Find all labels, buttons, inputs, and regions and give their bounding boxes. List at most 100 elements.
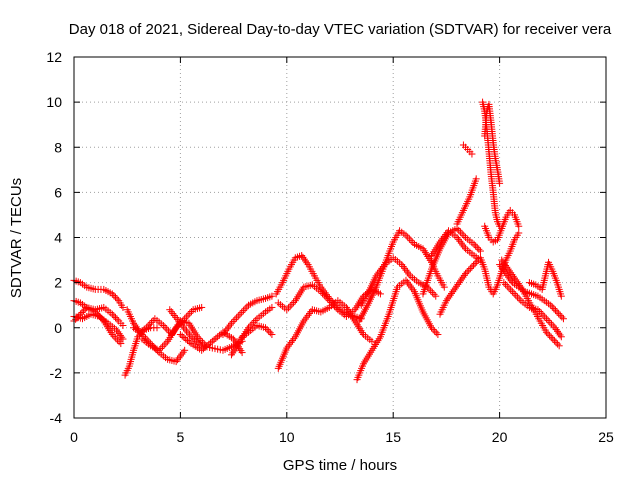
data-point-fill — [472, 242, 480, 250]
data-point-fill — [499, 258, 507, 266]
data-point-fill — [552, 338, 560, 346]
data-point-fill — [161, 323, 169, 331]
data-point-fill — [329, 300, 337, 308]
data-point-fill — [513, 293, 521, 301]
chart-title: Day 018 of 2021, Sidereal Day-to-day VTE… — [69, 21, 612, 38]
data-point-fill — [548, 320, 556, 328]
data-point — [117, 340, 125, 348]
data-point-fill — [512, 276, 520, 284]
data-point — [172, 324, 180, 332]
data-point-fill — [147, 318, 155, 326]
data-point-fill — [558, 313, 566, 321]
data-point-fill — [456, 277, 464, 285]
data-point-fill — [189, 334, 197, 342]
data-point-fill — [238, 308, 246, 316]
data-point — [227, 319, 235, 327]
data-point-fill — [201, 343, 209, 351]
data-point-fill — [407, 237, 415, 245]
data-point — [428, 324, 436, 332]
data-point — [455, 279, 463, 287]
data-point-fill — [405, 235, 413, 243]
x-tick-label: 0 — [70, 429, 78, 445]
data-point — [468, 263, 476, 271]
data-point — [547, 301, 555, 309]
data-point-fill — [162, 339, 170, 347]
data-point — [557, 333, 565, 341]
data-point-fill — [330, 302, 338, 310]
data-point-fill — [466, 265, 474, 273]
data-point-fill — [544, 330, 552, 338]
data-point-fill — [288, 300, 296, 308]
data-point-fill — [322, 293, 330, 301]
data-point-fill — [544, 317, 552, 325]
data-point-fill — [547, 333, 555, 341]
data-point — [198, 303, 206, 311]
data-point-fill — [470, 261, 478, 269]
data-point — [262, 324, 270, 332]
x-tick-label: 20 — [492, 429, 508, 445]
data-point-fill — [459, 273, 467, 281]
data-point-fill — [178, 332, 186, 340]
data-point — [470, 240, 478, 248]
axis-ticks: 0 5 10 15 20 25 -4 -2 0 2 4 6 8 10 12 — [46, 49, 614, 445]
data-point-fill — [454, 280, 462, 288]
data-point — [468, 150, 476, 158]
data-point-fill — [265, 327, 273, 335]
data-point-fill — [319, 289, 327, 297]
data-point-fill — [182, 335, 190, 343]
data-point — [553, 308, 561, 316]
x-tick-label: 10 — [279, 429, 295, 445]
data-point-fill — [503, 263, 511, 271]
data-point-fill — [111, 314, 119, 322]
data-point — [268, 292, 276, 300]
data-point — [557, 292, 565, 300]
data-point — [500, 279, 508, 287]
data-point — [449, 288, 457, 296]
data-point — [119, 335, 127, 343]
data-point-fill — [536, 308, 544, 316]
data-point-fill — [432, 329, 440, 337]
data-point — [108, 310, 116, 318]
data-point — [268, 331, 276, 339]
data-point-fill — [445, 293, 453, 301]
data-point-fill — [546, 332, 554, 340]
data-point — [442, 297, 450, 305]
x-tick-label: 25 — [598, 429, 614, 445]
data-point-fill — [248, 320, 256, 328]
data-point-fill — [515, 295, 523, 303]
data-point-fill — [451, 284, 459, 292]
data-point-fill — [78, 309, 86, 317]
data-point-fill — [509, 272, 517, 280]
data-point-fill — [507, 269, 515, 277]
data-point-fill — [556, 311, 564, 319]
data-point-fill — [550, 305, 558, 313]
data-point-fill — [299, 253, 307, 261]
data-point-fill — [512, 291, 520, 299]
data-point — [176, 331, 184, 339]
data-point-fill — [455, 226, 463, 234]
y-tick-label: 4 — [54, 230, 62, 246]
data-point-fill — [81, 305, 89, 313]
data-point — [236, 310, 244, 318]
data-point-fill — [303, 259, 311, 267]
data-point — [498, 256, 506, 264]
data-point — [113, 326, 121, 334]
data-point-fill — [502, 261, 510, 269]
data-point-fill — [444, 295, 452, 303]
data-point — [283, 306, 291, 314]
data-point-fill — [233, 314, 241, 322]
data-point-fill — [203, 342, 211, 350]
data-point — [432, 292, 440, 300]
data-point-fill — [548, 303, 556, 311]
data-point-fill — [116, 331, 124, 339]
data-point — [496, 179, 504, 187]
data-point-fill — [428, 289, 436, 297]
data-point-fill — [546, 318, 554, 326]
data-point-fill — [207, 339, 215, 347]
data-point-fill — [302, 257, 310, 265]
data-point — [510, 274, 518, 282]
data-point — [542, 328, 550, 336]
data-point — [504, 265, 512, 273]
